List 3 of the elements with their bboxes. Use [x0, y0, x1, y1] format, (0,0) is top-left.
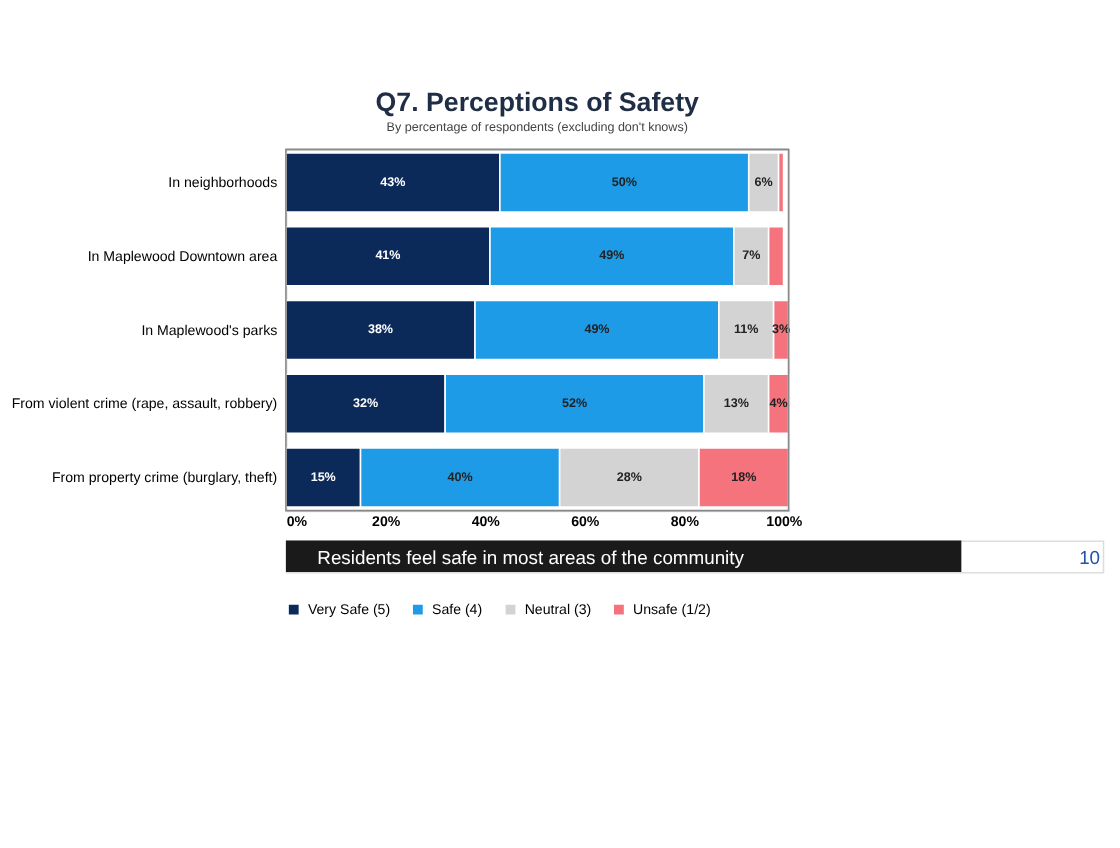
chart-title: Q7. Perceptions of Safety: [375, 86, 701, 117]
text: Residents feel safe in most areas of the community: [317, 546, 745, 569]
text: 10: [1079, 546, 1101, 569]
